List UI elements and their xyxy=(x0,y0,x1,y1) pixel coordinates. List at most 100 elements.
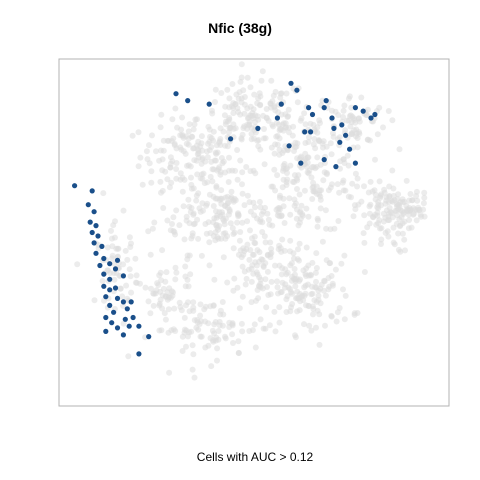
background-cell-point xyxy=(229,225,236,232)
background-cell-point xyxy=(399,199,406,206)
background-cell-point xyxy=(312,269,319,276)
background-cell-point xyxy=(190,351,197,358)
background-cell-point xyxy=(349,180,356,187)
background-cell-point xyxy=(363,112,370,118)
background-cell-point xyxy=(155,282,162,288)
background-cell-point xyxy=(212,157,219,164)
background-cell-point xyxy=(222,333,228,340)
background-cell-point xyxy=(374,131,381,138)
background-cell-point xyxy=(341,252,348,259)
background-cell-point xyxy=(271,308,278,315)
background-cell-point xyxy=(241,94,248,100)
background-cell-point xyxy=(220,254,227,261)
highlighted-cell-point xyxy=(97,262,103,269)
background-cell-point xyxy=(195,235,202,242)
background-cell-point xyxy=(189,230,196,237)
background-cell-point xyxy=(348,104,355,111)
background-cell-point xyxy=(271,166,278,173)
background-cell-point xyxy=(225,179,232,185)
background-cell-point xyxy=(345,193,352,200)
background-cell-point xyxy=(233,91,240,98)
background-cell-point xyxy=(361,183,367,190)
background-cell-point xyxy=(305,213,312,220)
background-cell-point xyxy=(187,271,194,278)
background-cell-point xyxy=(212,149,219,156)
background-cell-point xyxy=(340,286,346,293)
background-cell-point xyxy=(147,251,154,258)
background-cell-point xyxy=(372,211,379,218)
background-cell-point xyxy=(321,278,328,285)
highlighted-cell-point xyxy=(274,115,280,121)
background-cell-point xyxy=(188,235,195,242)
background-cell-point xyxy=(250,199,257,206)
background-cell-point xyxy=(213,184,220,191)
background-cell-point xyxy=(274,141,281,148)
background-cell-point xyxy=(239,293,246,300)
background-cell-point xyxy=(410,210,417,217)
highlighted-cell-point xyxy=(87,219,93,225)
background-cell-point xyxy=(256,249,263,256)
background-cell-point xyxy=(232,167,239,174)
background-cell-point xyxy=(340,107,347,114)
background-cell-point xyxy=(268,77,275,84)
background-cell-point xyxy=(208,363,215,370)
background-cell-point xyxy=(406,217,413,223)
highlighted-cell-point xyxy=(130,314,136,321)
background-cell-point xyxy=(126,234,133,241)
background-cell-point xyxy=(319,97,326,104)
background-cell-point xyxy=(251,233,258,240)
background-cell-point xyxy=(207,173,214,180)
plot-border xyxy=(58,58,450,407)
background-cell-point xyxy=(172,276,179,283)
background-cell-point xyxy=(179,188,186,195)
background-cell-point xyxy=(139,181,146,188)
highlighted-cell-point xyxy=(294,87,300,93)
highlighted-cell-point xyxy=(228,136,234,142)
highlighted-cell-point xyxy=(331,125,337,131)
background-cell-point xyxy=(355,201,362,208)
background-cell-point xyxy=(337,165,343,172)
background-cell-point xyxy=(173,166,180,172)
background-cell-point xyxy=(313,278,319,285)
background-cell-point xyxy=(148,285,154,292)
highlighted-cell-point xyxy=(288,80,294,86)
background-cell-point xyxy=(281,160,288,167)
background-cell-point xyxy=(342,127,349,134)
background-cell-point xyxy=(390,185,397,192)
background-cell-point xyxy=(366,203,373,210)
background-cell-point xyxy=(320,287,327,294)
background-cell-point xyxy=(127,244,134,250)
background-cell-point xyxy=(302,140,309,146)
highlighted-cell-point xyxy=(136,351,142,357)
background-cell-point xyxy=(230,100,237,107)
background-cell-point xyxy=(265,292,272,298)
background-cell-point xyxy=(257,316,264,323)
background-cell-point xyxy=(268,278,275,285)
background-cell-point xyxy=(147,310,154,317)
highlighted-cell-point xyxy=(323,98,329,104)
background-cell-point xyxy=(301,321,307,328)
background-cell-point xyxy=(380,124,386,131)
background-cell-point xyxy=(229,81,236,87)
background-cell-point xyxy=(296,191,303,198)
background-cell-point xyxy=(252,259,259,266)
background-cell-point xyxy=(197,175,204,182)
background-cell-point xyxy=(313,265,320,271)
background-cell-point xyxy=(251,239,258,246)
background-cell-point xyxy=(206,262,213,269)
background-cell-point xyxy=(189,342,196,349)
highlighted-cell-point xyxy=(91,240,97,246)
background-cell-point xyxy=(185,128,192,135)
background-cell-point xyxy=(241,268,248,275)
background-cell-point xyxy=(303,244,310,251)
highlighted-cell-point xyxy=(103,328,109,334)
chart-caption: Cells with AUC > 0.12 xyxy=(196,450,314,464)
background-cell-point xyxy=(396,203,403,210)
background-cell-point xyxy=(191,220,198,227)
background-cell-point xyxy=(325,187,332,194)
background-cell-point xyxy=(279,279,286,286)
background-cell-point xyxy=(239,328,246,335)
background-cell-point xyxy=(191,121,198,128)
background-cell-point xyxy=(268,245,275,252)
background-cell-point xyxy=(170,214,177,221)
